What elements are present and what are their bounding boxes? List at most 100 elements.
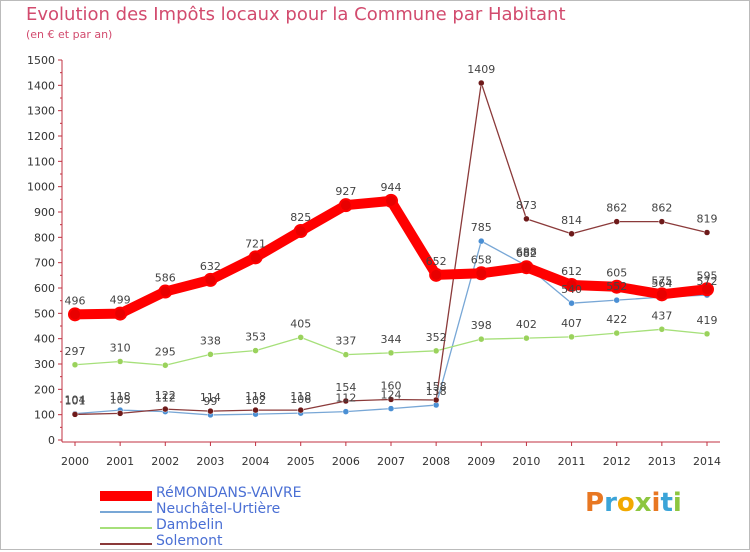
data-point [564, 277, 579, 292]
data-label: 862 [651, 202, 672, 215]
y-tick-label: 300 [34, 358, 55, 371]
data-label: 682 [516, 247, 537, 260]
data-label: 102 [245, 394, 266, 407]
data-label: 105 [110, 393, 131, 406]
data-label: 99 [203, 395, 217, 408]
legend-label: Neuchâtel-Urtière [156, 501, 281, 517]
x-tick-label: 2012 [603, 455, 631, 468]
data-label: 118 [245, 390, 266, 403]
data-label: 124 [381, 389, 402, 402]
series-line-0 [70, 195, 712, 320]
data-label: 825 [290, 211, 311, 224]
data-point [658, 326, 666, 333]
y-tick-label: 1000 [27, 181, 55, 194]
data-label: 338 [200, 334, 221, 347]
data-point [387, 396, 395, 403]
data-point [207, 407, 214, 415]
logo-letter: i [672, 488, 682, 518]
data-point [700, 282, 714, 297]
data-point [162, 362, 169, 369]
chart-subtitle: (en € et par an) [26, 28, 113, 41]
data-label: 118 [110, 390, 131, 403]
data-label: 352 [426, 331, 447, 344]
data-label: 344 [381, 333, 402, 346]
data-label: 572 [697, 275, 718, 288]
data-label: 158 [426, 380, 447, 393]
legend-label: Dambelin [156, 517, 224, 533]
data-point [203, 272, 218, 287]
legend-swatch [100, 527, 152, 529]
data-point [568, 230, 575, 238]
data-point [71, 361, 79, 369]
y-tick-label: 1400 [27, 79, 55, 92]
data-label: 595 [697, 269, 718, 282]
data-label: 419 [697, 314, 718, 327]
data-point [252, 406, 259, 414]
data-point [158, 284, 173, 299]
logo-letter: r [604, 488, 617, 518]
legend-label: RéMONDANS-VAIVRE [156, 485, 302, 501]
data-point [703, 330, 711, 338]
data-point [297, 406, 304, 414]
data-point [71, 411, 79, 418]
data-point [654, 287, 669, 302]
data-label: 295 [155, 345, 176, 358]
data-label: 437 [651, 309, 672, 322]
data-label: 154 [335, 381, 356, 394]
y-tick-label: 800 [34, 231, 55, 244]
data-label: 398 [471, 319, 492, 332]
y-tick-label: 500 [34, 307, 55, 320]
data-label: 405 [290, 317, 311, 330]
data-point [474, 266, 489, 281]
x-tick-label: 2011 [558, 455, 586, 468]
x-tick-label: 2013 [648, 455, 676, 468]
legend-swatch [100, 543, 152, 545]
data-point [432, 347, 440, 355]
data-point [248, 250, 263, 265]
data-point [297, 334, 304, 341]
data-label: 785 [471, 221, 492, 234]
data-label: 632 [200, 260, 221, 273]
y-tick-label: 1100 [27, 155, 55, 168]
x-tick-label: 2004 [242, 455, 270, 468]
data-point [703, 229, 711, 236]
data-point [387, 405, 395, 412]
data-label: 104 [65, 394, 86, 407]
data-label: 540 [561, 283, 582, 296]
data-label: 658 [471, 253, 492, 266]
data-label: 114 [200, 391, 221, 404]
x-tick-label: 2006 [332, 455, 360, 468]
chart-title: Evolution des Impôts locaux pour la Comm… [26, 4, 566, 25]
y-tick-label: 1300 [27, 105, 55, 118]
x-tick-label: 2009 [467, 455, 495, 468]
proxiti-logo: Proxiti [585, 488, 682, 518]
data-label: 402 [516, 318, 537, 331]
data-label: 612 [561, 265, 582, 278]
y-tick-label: 400 [34, 333, 55, 346]
data-label: 112 [155, 392, 176, 405]
data-label: 353 [245, 331, 266, 344]
x-tick-label: 2008 [422, 455, 450, 468]
data-point [293, 224, 308, 238]
data-label: 297 [65, 345, 86, 358]
data-label: 575 [651, 274, 672, 287]
data-point [116, 410, 124, 417]
data-label: 819 [697, 213, 718, 226]
data-point [519, 260, 534, 275]
data-label: 944 [381, 181, 402, 194]
data-label: 118 [290, 390, 311, 403]
data-label: 927 [335, 185, 356, 198]
data-label: 862 [606, 202, 627, 215]
x-tick-label: 2003 [196, 455, 224, 468]
data-point [609, 279, 624, 294]
x-tick-label: 2007 [377, 455, 405, 468]
data-label: 122 [155, 389, 176, 402]
data-point [429, 267, 444, 282]
data-point [658, 218, 666, 225]
y-tick-label: 900 [34, 206, 55, 219]
y-tick-label: 100 [34, 409, 55, 422]
legend-swatch [100, 511, 152, 513]
data-label: 138 [426, 385, 447, 398]
data-point [252, 347, 259, 354]
